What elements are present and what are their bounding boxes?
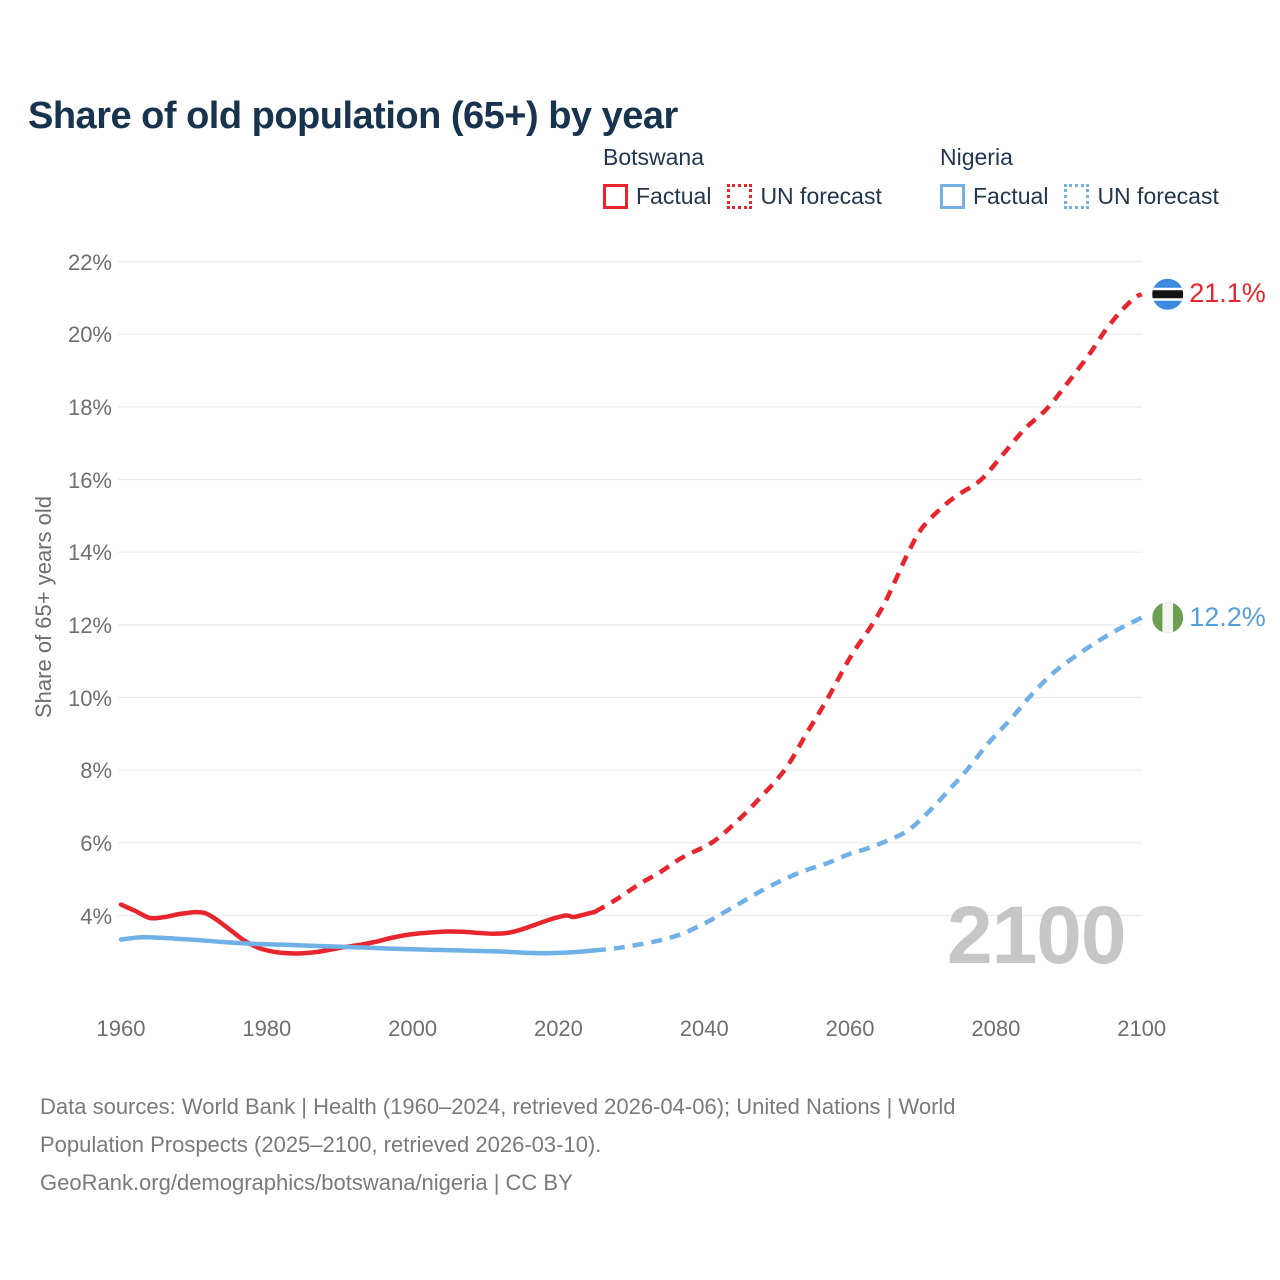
year-watermark: 2100 <box>947 890 1125 981</box>
series-nigeria-forecast-line <box>594 615 1143 953</box>
end-point-flag-markers <box>1152 278 1184 634</box>
legend-item-botswana-factual[interactable]: Factual <box>603 183 711 210</box>
nigeria-flag-icon <box>1152 602 1184 634</box>
y-tick-label: 8% <box>80 758 112 784</box>
x-tick-label: 2020 <box>533 1016 583 1041</box>
legend-item-label: Factual <box>973 183 1049 209</box>
x-tick-label: 1960 <box>96 1016 146 1041</box>
botswana-forecast-swatch-icon <box>727 184 753 209</box>
botswana-flag-icon <box>1152 278 1184 310</box>
y-tick-label: 6% <box>80 830 112 856</box>
page-title: Share of old population (65+) by year <box>28 95 678 138</box>
y-tick-label: 20% <box>67 322 112 348</box>
x-tick-label: 1980 <box>242 1016 292 1041</box>
series-botswana-forecast-line <box>593 292 1143 914</box>
legend-group-nigeria: Nigeria Factual UN forecast <box>940 144 1219 210</box>
legend-group-botswana: Botswana Factual UN forecast <box>603 144 882 210</box>
y-tick-label: 12% <box>67 612 112 638</box>
legend-row-nigeria: Factual UN forecast <box>940 183 1219 210</box>
nigeria-factual-swatch-icon <box>940 184 965 209</box>
series-botswana-factual-line <box>118 902 598 956</box>
x-tick-label: 2040 <box>679 1016 729 1041</box>
y-tick-label: 10% <box>67 685 112 711</box>
legend-item-label: UN forecast <box>1097 183 1219 209</box>
footer-line-2: Population Prospects (2025–2100, retriev… <box>40 1132 602 1157</box>
series-nigeria-factual-line <box>118 935 598 956</box>
x-tick-label: 2000 <box>388 1016 438 1041</box>
botswana-factual-swatch-icon <box>603 184 628 209</box>
y-tick-label: 14% <box>67 540 112 566</box>
nigeria-end-value-label: 12.2% <box>1189 601 1266 632</box>
legend-row-botswana: Factual UN forecast <box>603 183 882 210</box>
footer-line-3: GeoRank.org/demographics/botswana/nigeri… <box>40 1170 573 1195</box>
legend-item-label: Factual <box>636 183 712 209</box>
x-tick-label: 2080 <box>971 1016 1021 1041</box>
x-tick-label: 2060 <box>825 1016 875 1041</box>
y-tick-label: 16% <box>67 467 112 493</box>
gridlines <box>118 261 1142 917</box>
footer-line-1: Data sources: World Bank | Health (1960–… <box>40 1094 956 1119</box>
legend-item-nigeria-forecast[interactable]: UN forecast <box>1064 183 1219 210</box>
legend-item-label: UN forecast <box>760 183 882 209</box>
nigeria-forecast-swatch-icon <box>1064 184 1090 209</box>
legend-item-nigeria-factual[interactable]: Factual <box>940 183 1048 210</box>
legend-group-nigeria-title: Nigeria <box>940 144 1013 170</box>
x-tick-label: 2100 <box>1117 1016 1167 1041</box>
y-tick-label: 18% <box>67 394 112 420</box>
legend-group-botswana-title: Botswana <box>603 144 705 170</box>
data-sources-footer: Data sources: World Bank | Health (1960–… <box>40 1088 956 1202</box>
data-series-lines <box>118 292 1143 956</box>
y-tick-label: 22% <box>67 249 112 275</box>
legend-item-botswana-forecast[interactable]: UN forecast <box>727 183 882 210</box>
y-tick-label: 4% <box>80 903 112 929</box>
botswana-end-value-label: 21.1% <box>1189 278 1266 309</box>
